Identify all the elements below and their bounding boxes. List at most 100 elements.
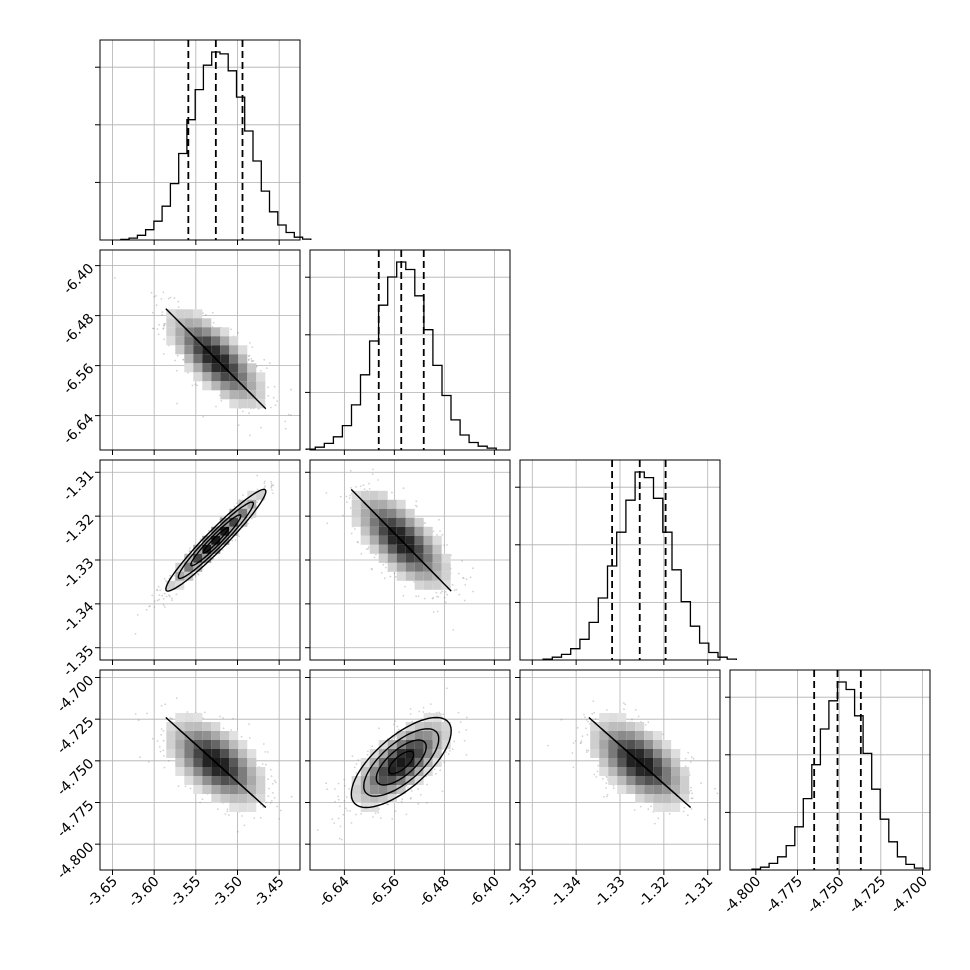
- density-cell: [238, 758, 248, 767]
- sample-point: [186, 711, 189, 713]
- density-cell: [193, 345, 203, 355]
- density-cell: [680, 767, 690, 776]
- sample-point: [279, 809, 282, 812]
- sample-point: [232, 717, 235, 720]
- sample-point: [161, 594, 164, 597]
- density-cell: [387, 499, 397, 509]
- density-cell: [662, 758, 672, 767]
- density-cell: [211, 535, 221, 545]
- sample-point: [433, 768, 436, 771]
- density-cell: [396, 740, 406, 749]
- sample-point: [256, 501, 258, 503]
- sample-point: [263, 487, 266, 489]
- sample-point: [452, 629, 455, 631]
- density-cell: [220, 517, 230, 527]
- sample-point: [382, 563, 385, 566]
- sample-point: [374, 812, 377, 814]
- density-cell: [369, 794, 379, 803]
- sample-point: [422, 706, 425, 709]
- y-tick-label: -4.775: [54, 798, 97, 841]
- sample-point: [230, 328, 233, 331]
- density-cell: [220, 354, 230, 364]
- density-cell: [405, 535, 415, 545]
- sample-point: [606, 709, 608, 711]
- sample-point: [689, 761, 692, 763]
- sample-point: [580, 742, 582, 744]
- density-cell: [590, 740, 600, 749]
- density-cell: [423, 731, 433, 740]
- density-cell: [653, 776, 663, 785]
- sample-point: [273, 385, 276, 388]
- density-cell: [184, 562, 194, 572]
- density-3-1: [316, 687, 468, 841]
- sample-point: [242, 494, 244, 497]
- sample-point: [162, 291, 165, 294]
- sample-point: [418, 710, 421, 713]
- density-cell: [369, 767, 379, 776]
- sample-point: [284, 427, 287, 430]
- sample-point: [177, 300, 180, 303]
- density-cell: [432, 580, 442, 590]
- sample-point: [182, 359, 185, 361]
- density-cell: [423, 526, 433, 536]
- sample-point: [401, 798, 404, 800]
- density-2-0: [134, 474, 275, 635]
- sample-point: [222, 717, 225, 719]
- density-cell: [184, 336, 194, 346]
- density-cell: [387, 535, 397, 545]
- density-cell: [617, 731, 627, 740]
- density-cell: [211, 372, 221, 382]
- density-cell: [396, 499, 406, 509]
- sample-point: [260, 426, 262, 429]
- density-cell: [405, 526, 415, 536]
- density-cell: [608, 731, 618, 740]
- sample-point: [391, 738, 393, 741]
- sample-point: [226, 808, 229, 811]
- sample-point: [169, 717, 172, 719]
- panel-frame: [309, 669, 511, 871]
- density-cell: [193, 767, 203, 776]
- density-cell: [369, 776, 379, 785]
- sample-point: [236, 502, 239, 505]
- density-cell: [396, 731, 406, 740]
- sample-point: [156, 599, 159, 602]
- sample-point: [605, 782, 608, 784]
- density-cell: [247, 749, 257, 758]
- sample-point: [326, 522, 329, 525]
- sample-point: [287, 413, 290, 416]
- density-cell: [175, 749, 185, 758]
- density-cell: [396, 749, 406, 758]
- sample-point: [175, 369, 178, 372]
- sample-point: [250, 517, 253, 520]
- density-cell: [608, 713, 618, 722]
- sample-point: [271, 782, 274, 785]
- sample-point: [371, 568, 373, 571]
- density-cell: [202, 758, 212, 767]
- sample-point: [264, 485, 266, 488]
- sample-point: [338, 798, 340, 801]
- sample-point: [612, 787, 615, 790]
- sample-point: [345, 807, 347, 810]
- density-cell: [414, 526, 424, 536]
- sample-point: [605, 787, 607, 789]
- sample-point: [158, 323, 161, 326]
- density-cell: [432, 544, 442, 554]
- sample-point: [162, 327, 165, 330]
- density-cell: [441, 731, 451, 740]
- density-cell: [608, 767, 618, 776]
- sample-point: [691, 792, 693, 795]
- sample-point: [274, 781, 277, 784]
- sample-point: [150, 291, 153, 294]
- density-cell: [202, 363, 212, 373]
- density-cell: [184, 767, 194, 776]
- sample-point: [424, 522, 426, 524]
- sample-point: [368, 546, 370, 548]
- sample-point: [194, 383, 197, 386]
- density-cell: [175, 731, 185, 740]
- sample-point: [350, 822, 353, 824]
- sample-point: [199, 801, 202, 804]
- density-cell: [175, 571, 185, 581]
- density-cell: [441, 553, 451, 563]
- sample-point: [236, 830, 239, 833]
- sample-point: [409, 713, 412, 715]
